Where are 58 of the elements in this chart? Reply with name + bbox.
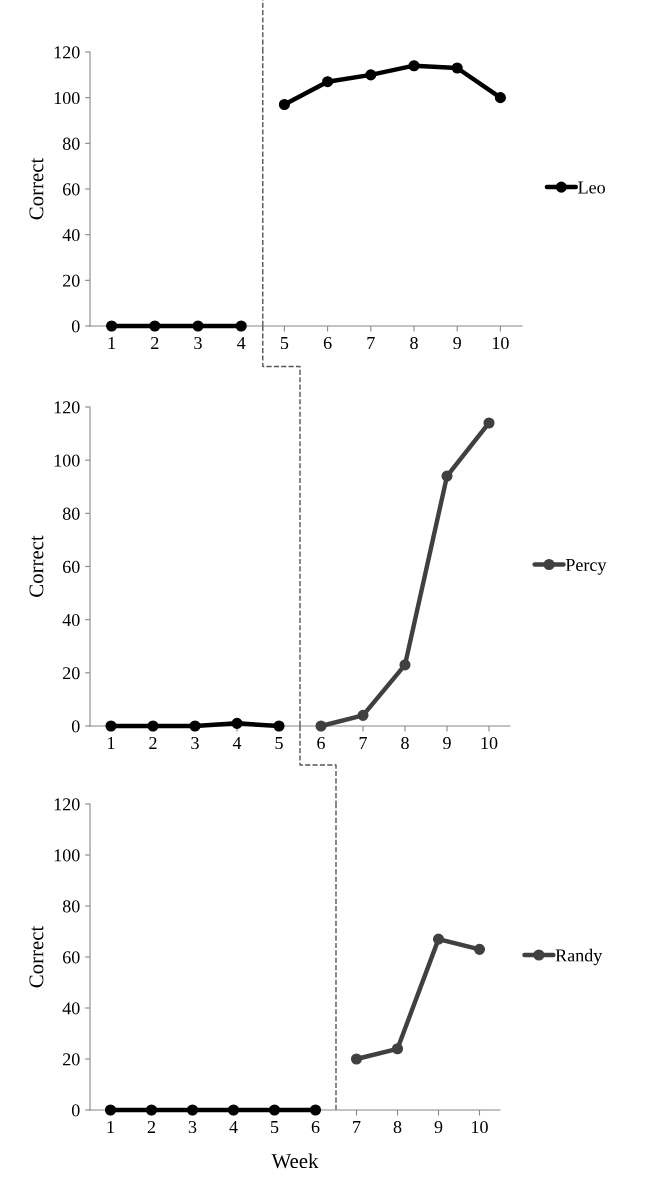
- x-tick-label: 3: [188, 1120, 197, 1134]
- legend-label: Percy: [565, 559, 607, 575]
- x-tick-label: 5: [271, 1121, 279, 1134]
- x-tick-label: 10: [492, 336, 509, 350]
- y-tick-label: 20: [63, 667, 80, 680]
- y-tick-label: 0: [71, 720, 80, 733]
- y-tick-label: 20: [63, 274, 80, 287]
- x-tick-label: 10: [481, 736, 498, 750]
- legend-label: Randy: [555, 948, 603, 966]
- x-tick-label: 1: [108, 337, 116, 349]
- x-tick-label: 7: [353, 1121, 361, 1133]
- y-tick-label: 80: [62, 900, 80, 913]
- y-axis-title: Correct: [29, 157, 44, 220]
- x-tick-label: 1: [107, 1121, 114, 1133]
- x-tick-label: 8: [410, 336, 418, 350]
- y-tick-label: 80: [62, 507, 80, 520]
- y-tick-label: 120: [54, 46, 80, 59]
- y-tick-label: 100: [54, 849, 80, 862]
- y-tick-label: 100: [54, 454, 80, 467]
- y-tick-label: 0: [71, 320, 80, 333]
- y-axis-title: Correct: [29, 925, 44, 988]
- x-tick-label: 5: [280, 337, 289, 350]
- x-tick-label: 3: [191, 736, 199, 750]
- x-tick-label: 6: [311, 1120, 320, 1134]
- x-tick-label: 9: [434, 1120, 443, 1134]
- y-tick-label: 0: [71, 1104, 80, 1117]
- x-tick-label: 5: [275, 737, 283, 750]
- x-tick-label: 8: [401, 736, 409, 750]
- legend-label: Leo: [578, 181, 605, 194]
- x-tick-label: 4: [237, 337, 246, 349]
- y-tick-label: 120: [54, 798, 80, 811]
- y-tick-label: 40: [62, 613, 80, 627]
- y-tick-label: 20: [63, 1053, 80, 1066]
- y-tick-label: 120: [54, 401, 80, 414]
- x-tick-label: 4: [229, 1121, 238, 1133]
- x-tick-label: 7: [367, 337, 375, 349]
- y-tick-label: 60: [63, 560, 80, 573]
- y-axis-title: Correct: [29, 535, 44, 597]
- y-tick-label: 80: [62, 137, 80, 150]
- x-tick-label: 2: [149, 736, 157, 749]
- y-tick-label: 60: [63, 183, 80, 196]
- x-tick-label: 8: [393, 1120, 402, 1134]
- x-tick-label: 7: [359, 737, 367, 749]
- x-tick-label: 2: [147, 1120, 156, 1133]
- y-tick-label: 40: [62, 228, 80, 242]
- x-tick-label: 9: [453, 336, 461, 350]
- y-tick-label: 60: [63, 951, 80, 964]
- x-tick-label: 6: [323, 336, 332, 350]
- x-tick-label: 2: [151, 336, 159, 349]
- x-tick-label: 4: [232, 737, 242, 749]
- x-tick-label: 6: [317, 736, 325, 750]
- y-tick-label: 40: [62, 1002, 80, 1015]
- x-tick-label: 3: [194, 336, 202, 350]
- x-tick-label: 10: [472, 1120, 488, 1134]
- x-tick-label: 1: [108, 737, 115, 749]
- y-tick-label: 100: [54, 91, 80, 105]
- x-axis-title: Week: [271, 1153, 319, 1169]
- x-tick-label: 9: [443, 736, 451, 750]
